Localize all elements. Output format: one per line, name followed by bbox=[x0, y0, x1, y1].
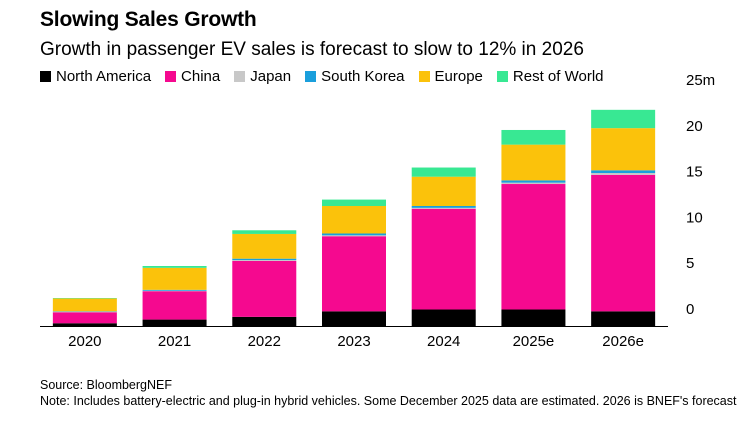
x-tick-label-2024: 2024 bbox=[427, 333, 460, 350]
note-text: Note: Includes battery-electric and plug… bbox=[40, 394, 737, 408]
legend-swatch-north-america bbox=[40, 71, 51, 82]
legend-label-north-america: North America bbox=[56, 68, 152, 85]
bar-europe-2020 bbox=[52, 298, 117, 312]
x-tick-label-2022: 2022 bbox=[248, 333, 281, 350]
bar-north-america-2025e bbox=[501, 309, 566, 326]
legend-label-china: China bbox=[181, 68, 221, 85]
footer: Source: BloombergNEF Note: Includes batt… bbox=[40, 377, 736, 409]
bar-china-2026e bbox=[591, 174, 656, 312]
bar-rest-of-world-2022 bbox=[232, 230, 297, 234]
bar-europe-2026e bbox=[591, 128, 656, 171]
bar-north-america-2024 bbox=[411, 309, 476, 326]
chart-subtitle: Growth in passenger EV sales is forecast… bbox=[40, 39, 584, 60]
bar-rest-of-world-2023 bbox=[322, 199, 386, 207]
legend-swatch-rest-of-world bbox=[496, 71, 508, 82]
legend-item-north-america: North America bbox=[40, 68, 151, 85]
legend: North America China Japan South Korea Eu… bbox=[40, 68, 618, 85]
bar-rest-of-world-2024 bbox=[411, 167, 476, 177]
legend-label-japan: Japan bbox=[250, 68, 292, 85]
bar-japan-2023 bbox=[322, 235, 386, 237]
x-tick-label-2021: 2021 bbox=[158, 333, 191, 350]
legend-swatch-south-korea bbox=[305, 71, 317, 82]
bar-japan-2026e bbox=[591, 173, 656, 175]
bar-europe-2021 bbox=[142, 267, 207, 290]
legend-label-europe: Europe bbox=[434, 68, 483, 85]
x-tick-label-2023: 2023 bbox=[337, 333, 370, 350]
bar-europe-2025e bbox=[501, 144, 566, 181]
bar-china-2024 bbox=[411, 208, 476, 310]
bar-europe-2022 bbox=[232, 233, 297, 259]
bar-north-america-2023 bbox=[322, 311, 386, 326]
bar-north-america-2022 bbox=[232, 316, 297, 326]
bar-china-2025e bbox=[501, 184, 566, 310]
legend-label-south-korea: South Korea bbox=[321, 68, 405, 85]
bar-china-2022 bbox=[232, 260, 297, 317]
x-tick-label-2020: 2020 bbox=[68, 333, 101, 350]
y-tick-label-25m: 25m bbox=[686, 72, 715, 89]
bar-japan-2024 bbox=[411, 207, 476, 209]
y-tick-label-20: 20 bbox=[686, 118, 703, 135]
bar-north-america-2021 bbox=[142, 319, 207, 326]
bar-europe-2023 bbox=[322, 206, 386, 234]
bar-rest-of-world-2021 bbox=[142, 266, 207, 268]
bar-europe-2024 bbox=[411, 176, 476, 207]
legend-item-china: China bbox=[165, 68, 220, 85]
y-tick-label-0: 0 bbox=[686, 301, 694, 318]
legend-item-europe: Europe bbox=[418, 68, 483, 85]
bar-north-america-2020 bbox=[52, 323, 117, 326]
y-tick-label-15: 15 bbox=[686, 164, 703, 181]
bar-south-korea-2021 bbox=[142, 289, 207, 291]
bar-south-korea-2023 bbox=[322, 233, 386, 236]
bar-china-2023 bbox=[322, 236, 386, 312]
legend-swatch-china bbox=[165, 71, 177, 82]
bar-south-korea-2022 bbox=[232, 258, 297, 261]
legend-swatch-europe bbox=[418, 71, 430, 82]
source-text: Source: BloombergNEF bbox=[40, 378, 173, 392]
bar-rest-of-world-2026e bbox=[591, 109, 656, 129]
bar-japan-2022 bbox=[232, 260, 297, 261]
bar-rest-of-world-2025e bbox=[501, 129, 566, 145]
bar-china-2021 bbox=[142, 291, 207, 320]
bar-south-korea-2026e bbox=[591, 170, 656, 174]
legend-swatch-japan bbox=[234, 71, 246, 82]
y-tick-label-10: 10 bbox=[686, 209, 703, 226]
legend-item-south-korea: South Korea bbox=[305, 68, 405, 85]
chart-title: Slowing Sales Growth bbox=[40, 8, 257, 31]
x-tick-label-2026e: 2026e bbox=[602, 333, 644, 350]
legend-item-rest-of-world: Rest of World bbox=[496, 68, 604, 85]
y-tick-label-5: 5 bbox=[686, 255, 694, 272]
bar-china-2020 bbox=[52, 312, 117, 324]
bar-south-korea-2024 bbox=[411, 206, 476, 208]
bar-japan-2025e bbox=[501, 182, 566, 185]
bar-north-america-2026e bbox=[591, 311, 656, 326]
legend-item-japan: Japan bbox=[234, 68, 291, 85]
x-tick-label-2025e: 2025e bbox=[513, 333, 555, 350]
legend-label-rest-of-world: Rest of World bbox=[512, 68, 604, 85]
bar-south-korea-2025e bbox=[501, 180, 566, 183]
